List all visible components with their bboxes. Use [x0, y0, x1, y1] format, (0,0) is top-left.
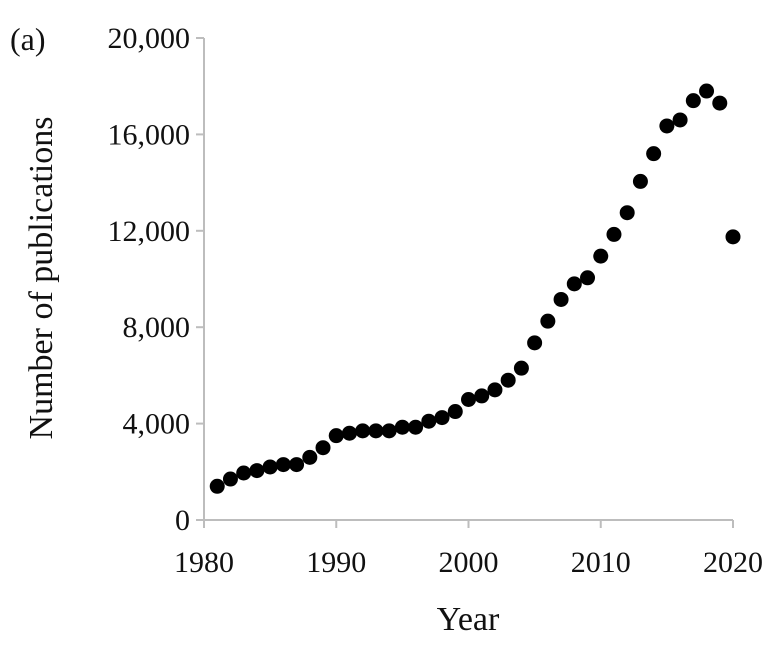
data-point: [513, 360, 529, 376]
x-tick-label: 1980: [174, 546, 234, 579]
data-point: [236, 465, 252, 481]
data-point: [262, 459, 278, 475]
data-point: [646, 146, 662, 162]
data-point: [461, 392, 476, 407]
data-point: [394, 419, 410, 435]
data-point: [408, 419, 424, 435]
data-point: [249, 463, 265, 479]
data-point: [421, 413, 437, 429]
data-point: [725, 229, 741, 245]
y-axis-title: Number of publications: [23, 117, 60, 440]
y-tick-label: 12,000: [108, 215, 191, 248]
data-point: [699, 83, 715, 99]
data-point: [672, 112, 688, 128]
data-point: [209, 478, 225, 494]
data-point: [222, 471, 238, 487]
data-point: [474, 388, 490, 404]
x-axis-title: Year: [437, 601, 500, 638]
data-point: [593, 248, 609, 264]
data-point: [289, 457, 305, 473]
y-tick-label: 20,000: [108, 22, 191, 55]
data-point: [381, 423, 397, 439]
data-point: [368, 423, 384, 439]
data-point: [659, 118, 675, 134]
y-tick-label: 8,000: [123, 311, 191, 344]
data-point: [434, 410, 450, 426]
data-point: [632, 173, 648, 189]
x-tick-label: 1990: [306, 546, 366, 579]
data-point: [328, 428, 344, 444]
data-point: [275, 457, 291, 473]
data-point: [302, 449, 318, 465]
data-point: [619, 205, 635, 221]
data-point: [487, 382, 503, 398]
tick-labels: 0 4,000 8,000 12,000 16,000 20,000 1980 1990 200…: [108, 22, 764, 579]
data-point: [606, 226, 622, 242]
x-tick-label: 2010: [571, 546, 631, 579]
y-tick-label: 16,000: [108, 118, 191, 151]
y-tick-label: 4,000: [123, 408, 191, 441]
axes: [196, 37, 734, 528]
data-point: [566, 276, 582, 292]
data-point: [341, 425, 357, 441]
panel-label: (a): [10, 21, 46, 57]
data-point: [355, 423, 371, 439]
data-points: [209, 83, 741, 494]
y-tick-label: 0: [175, 504, 190, 537]
data-point: [580, 270, 596, 286]
x-tick-label: 2020: [703, 546, 763, 579]
data-point: [685, 93, 701, 109]
data-point: [553, 291, 569, 307]
data-point: [527, 335, 543, 351]
data-point: [500, 372, 516, 388]
data-point: [447, 404, 463, 420]
data-point: [712, 95, 728, 111]
data-point: [540, 313, 556, 329]
data-point: [315, 440, 331, 456]
x-tick-label: 2000: [439, 546, 499, 579]
